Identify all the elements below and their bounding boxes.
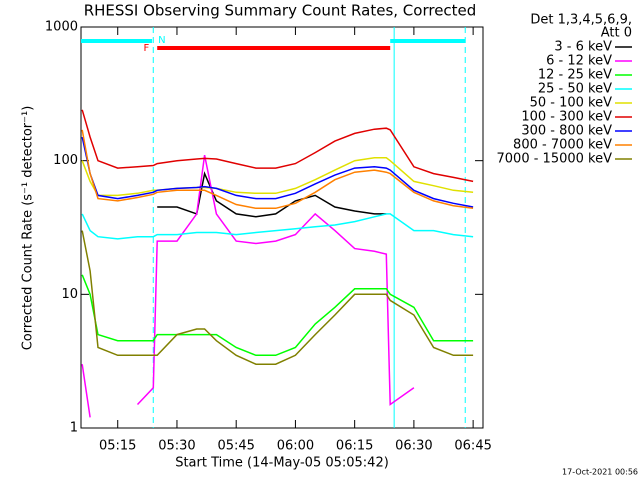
plot-frame [80, 26, 484, 429]
legend-label: 12 - 25 keV [538, 68, 612, 83]
x-tick-label: 05:15 [99, 439, 136, 454]
series-line [81, 157, 474, 197]
legend-label: 800 - 7000 keV [513, 138, 612, 153]
legend-label: 6 - 12 keV [546, 54, 612, 69]
x-tick-label: 05:30 [158, 439, 195, 454]
y-axis-label: Corrected Count Rate (s⁻¹ detector⁻¹) [21, 106, 36, 351]
legend-label: 50 - 100 keV [530, 96, 613, 111]
series-line [81, 136, 474, 208]
legend-label: 100 - 300 keV [521, 110, 612, 125]
series-line [157, 171, 387, 218]
legend-label: 25 - 50 keV [538, 82, 612, 97]
series-line [81, 154, 415, 418]
legend-label: 300 - 800 keV [521, 124, 612, 139]
x-tick-label: 05:45 [217, 439, 254, 454]
series-line [81, 274, 474, 357]
series-line [81, 213, 474, 240]
legend-label: 7000 - 15000 keV [497, 152, 613, 167]
x-tick-label: 06:30 [395, 439, 432, 454]
legend-header: Det 1,3,4,5,6,9, [530, 13, 632, 28]
flare-label: F [143, 43, 149, 54]
chart-title: RHESSI Observing Summary Count Rates, Co… [84, 2, 477, 20]
y-tick-label: 10 [61, 287, 78, 302]
x-tick-label: 06:45 [454, 439, 491, 454]
footer: 17-Oct-2021 00:56 [562, 468, 638, 477]
y-tick-label: 100 [53, 153, 78, 168]
y-tick-label: 1 [70, 421, 78, 436]
y-tick-label: 1000 [45, 20, 78, 35]
night-label: N [158, 35, 165, 46]
x-tick-label: 06:15 [336, 439, 373, 454]
x-axis-label: Start Time (14-May-05 05:05:42) [175, 456, 389, 471]
series-line [81, 109, 474, 183]
legend-label: 3 - 6 keV [554, 40, 612, 55]
series-line [81, 129, 474, 210]
x-tick-label: 06:00 [277, 439, 314, 454]
series-line [81, 230, 474, 365]
legend-header: Att 0 [601, 26, 632, 41]
